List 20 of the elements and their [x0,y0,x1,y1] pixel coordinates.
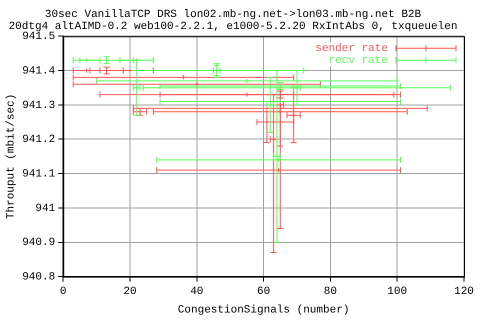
y-axis-title: Throuput (mbit/sec) [6,94,18,220]
y-tick-label: 941.1 [22,168,56,180]
legend-label: recv rate [328,55,388,68]
x-tick-label: 80 [324,286,338,298]
x-tick-label: 60 [257,286,270,298]
x-tick-label: 0 [60,286,67,298]
y-tick-label: 941.4 [22,65,56,78]
legend-label: sender rate [315,43,388,56]
y-tick-label: 941.3 [22,100,56,112]
x-tick-label: 120 [454,286,474,298]
y-tick-label: 941.5 [22,31,56,44]
x-tick-label: 20 [123,286,137,298]
y-tick-label: 940.9 [22,237,56,250]
chart-title: 30sec VanillaTCP DRS lon02.mb-ng.net->lon03.mb-ng.net B2B [44,8,422,21]
y-tick-label: 941.2 [22,134,56,146]
y-tick-label: 940.8 [22,272,56,284]
x-tick-label: 40 [190,286,204,298]
y-tick-label: 941 [35,202,56,215]
x-tick-label: 100 [387,286,408,298]
x-axis-title: CongestionSignals (number) [178,304,350,316]
